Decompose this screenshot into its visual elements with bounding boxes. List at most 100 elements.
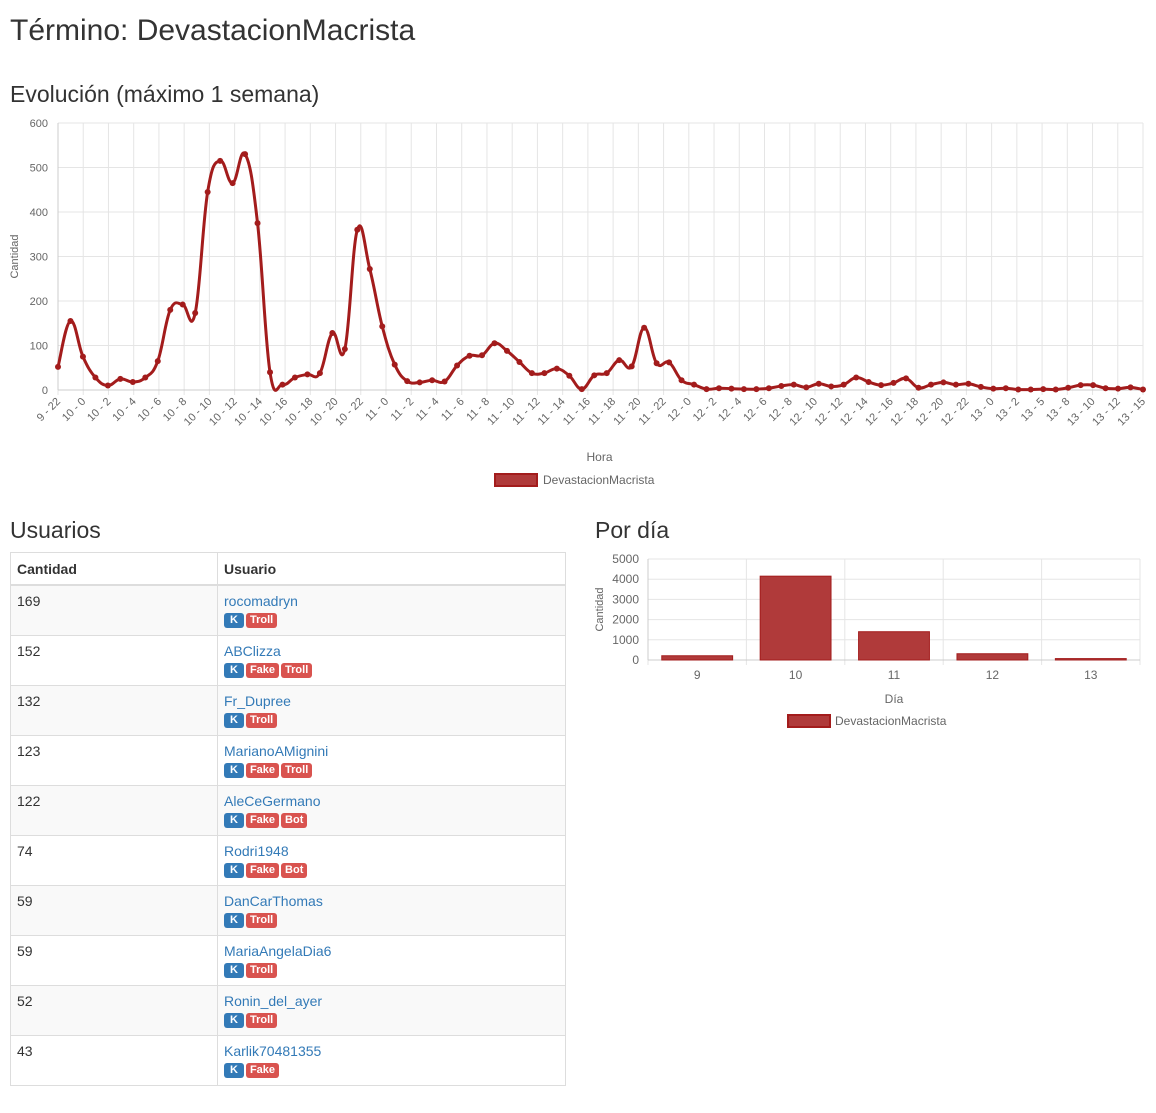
data-point[interactable]: [528, 370, 535, 377]
data-point[interactable]: [1127, 384, 1134, 391]
bar-day-10[interactable]: [759, 575, 832, 661]
data-point[interactable]: [55, 363, 61, 370]
data-point[interactable]: [104, 382, 111, 389]
legend-label[interactable]: DevastacionMacrista: [543, 473, 655, 487]
data-point[interactable]: [167, 306, 174, 313]
user-link[interactable]: Fr_Dupree: [224, 692, 291, 709]
data-point[interactable]: [79, 353, 86, 360]
user-link[interactable]: Ronin_del_ayer: [224, 992, 323, 1009]
data-point[interactable]: [267, 369, 274, 376]
data-point[interactable]: [242, 151, 249, 158]
data-point[interactable]: [653, 360, 660, 367]
data-point[interactable]: [952, 381, 959, 388]
data-point[interactable]: [990, 385, 997, 392]
user-link[interactable]: DanCarThomas: [224, 892, 323, 909]
data-point[interactable]: [778, 382, 785, 389]
user-link[interactable]: AleCeGermano: [224, 792, 321, 809]
data-point[interactable]: [441, 378, 448, 385]
data-point[interactable]: [391, 361, 398, 368]
data-point[interactable]: [304, 371, 311, 378]
bar-day-13[interactable]: [1054, 658, 1127, 661]
data-point[interactable]: [404, 378, 411, 385]
data-point[interactable]: [753, 386, 760, 393]
data-point[interactable]: [354, 226, 361, 233]
data-point[interactable]: [865, 378, 872, 385]
user-link[interactable]: MarianoAMignini: [224, 742, 329, 759]
user-link[interactable]: rocomadryn: [224, 593, 298, 609]
data-point[interactable]: [903, 375, 910, 382]
data-point[interactable]: [553, 365, 560, 372]
data-point[interactable]: [1052, 386, 1059, 393]
data-point[interactable]: [1002, 385, 1009, 392]
data-point[interactable]: [217, 157, 224, 164]
bar-day-11[interactable]: [858, 631, 930, 661]
data-point[interactable]: [541, 370, 548, 377]
data-point[interactable]: [666, 359, 673, 366]
data-point[interactable]: [279, 381, 286, 388]
data-point[interactable]: [740, 386, 747, 393]
data-point[interactable]: [853, 374, 860, 381]
data-point[interactable]: [790, 381, 797, 388]
data-point[interactable]: [765, 385, 772, 392]
data-point[interactable]: [940, 379, 947, 386]
data-point[interactable]: [454, 362, 461, 369]
data-point[interactable]: [591, 372, 598, 379]
data-point[interactable]: [466, 352, 473, 359]
data-point[interactable]: [366, 265, 373, 272]
data-point[interactable]: [503, 347, 510, 354]
data-point[interactable]: [154, 358, 161, 365]
data-point[interactable]: [92, 374, 99, 381]
data-point[interactable]: [977, 383, 984, 390]
bar-day-9[interactable]: [661, 655, 734, 661]
data-point[interactable]: [1040, 386, 1047, 393]
bar-day-12[interactable]: [956, 653, 1029, 661]
data-point[interactable]: [566, 372, 573, 379]
legend-swatch[interactable]: [787, 714, 831, 728]
data-point[interactable]: [117, 375, 124, 382]
data-point[interactable]: [678, 377, 685, 384]
data-point[interactable]: [67, 318, 74, 325]
data-point[interactable]: [1015, 386, 1022, 393]
data-point[interactable]: [603, 370, 610, 377]
data-point[interactable]: [129, 378, 136, 385]
data-point[interactable]: [878, 382, 885, 389]
data-point[interactable]: [291, 374, 298, 381]
data-point[interactable]: [840, 381, 847, 388]
data-point[interactable]: [254, 220, 261, 227]
user-link[interactable]: ABClizza: [224, 642, 281, 659]
data-point[interactable]: [815, 380, 822, 387]
data-point[interactable]: [516, 358, 523, 365]
data-point[interactable]: [179, 301, 186, 308]
data-point[interactable]: [1065, 384, 1072, 391]
data-point[interactable]: [703, 386, 710, 393]
data-point[interactable]: [204, 188, 211, 195]
data-point[interactable]: [479, 352, 486, 359]
data-point[interactable]: [329, 330, 336, 337]
data-point[interactable]: [728, 385, 735, 392]
data-point[interactable]: [316, 370, 323, 377]
data-point[interactable]: [691, 381, 698, 388]
data-point[interactable]: [1140, 386, 1146, 393]
data-point[interactable]: [491, 340, 498, 347]
data-point[interactable]: [429, 377, 436, 384]
data-point[interactable]: [715, 385, 722, 392]
legend-label[interactable]: DevastacionMacrista: [835, 714, 947, 728]
user-link[interactable]: Rodri1948: [224, 842, 289, 859]
data-point[interactable]: [803, 384, 810, 391]
data-point[interactable]: [1077, 382, 1084, 389]
data-point[interactable]: [379, 323, 386, 330]
data-point[interactable]: [578, 386, 585, 393]
data-point[interactable]: [1027, 386, 1034, 393]
data-point[interactable]: [142, 374, 149, 381]
data-point[interactable]: [229, 180, 236, 187]
data-point[interactable]: [828, 383, 835, 390]
data-point[interactable]: [927, 381, 934, 388]
legend-swatch[interactable]: [494, 473, 538, 487]
data-point[interactable]: [1102, 385, 1109, 392]
user-link[interactable]: MariaAngelaDia6: [224, 942, 332, 959]
data-point[interactable]: [965, 380, 972, 387]
data-point[interactable]: [616, 357, 623, 364]
data-point[interactable]: [416, 379, 423, 386]
user-link[interactable]: Karlik70481355: [224, 1042, 322, 1059]
data-point[interactable]: [192, 310, 199, 317]
